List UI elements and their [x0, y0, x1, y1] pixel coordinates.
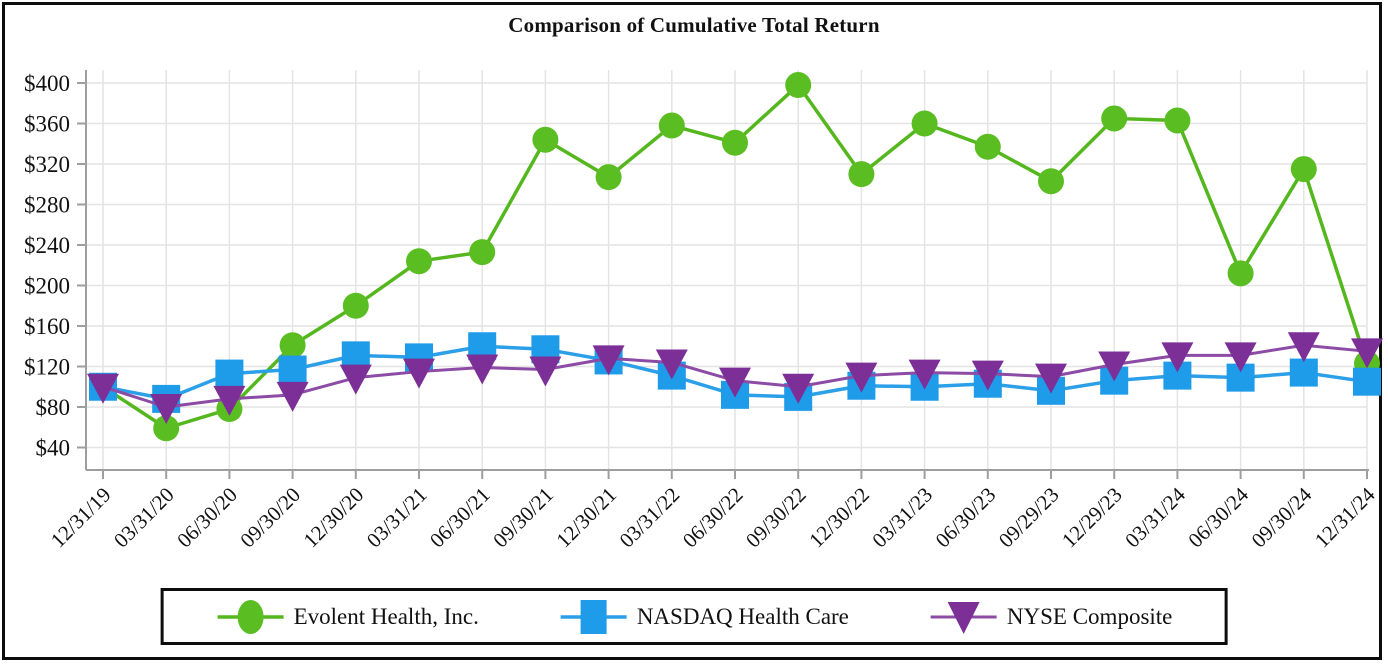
green-circle-marker-icon	[217, 599, 284, 634]
x-tick-label: 03/31/23	[867, 483, 937, 553]
data-point-triangle	[592, 345, 625, 376]
data-point-circle	[279, 332, 306, 359]
data-point-circle	[1101, 105, 1128, 132]
chart-title: Comparison of Cumulative Total Return	[508, 13, 880, 37]
data-point-circle	[1290, 156, 1317, 183]
data-point-circle	[342, 292, 369, 319]
legend-item-nyse-composite: NYSE Composite	[929, 596, 1172, 638]
data-point-triangle	[782, 373, 815, 404]
x-tick-label: 12/30/20	[299, 483, 369, 553]
chart-legend: Evolent Health, Inc. NASDAQ Health Care …	[160, 588, 1228, 645]
y-tick-label: $360	[24, 112, 70, 137]
x-tick-label: 09/30/20	[235, 483, 305, 553]
x-tick-label: 12/30/21	[551, 483, 621, 553]
data-point-triangle	[971, 360, 1004, 391]
data-point-triangle	[1098, 351, 1131, 382]
data-point-triangle	[339, 364, 372, 395]
data-point-square	[1353, 367, 1381, 396]
data-point-circle	[974, 133, 1001, 160]
data-point-circle	[469, 239, 496, 266]
data-point-triangle	[213, 385, 246, 416]
x-tick-label: 06/30/24	[1183, 482, 1253, 552]
data-point-triangle	[1224, 342, 1257, 373]
data-point-circle	[406, 248, 432, 275]
data-point-triangle	[908, 359, 941, 390]
data-point-circle	[1038, 168, 1064, 195]
data-point-triangle	[1161, 342, 1194, 373]
x-tick-label: 06/30/21	[425, 483, 495, 553]
x-tick-label: 06/30/23	[931, 483, 1001, 553]
data-point-circle	[722, 129, 748, 156]
data-point-circle	[1164, 107, 1191, 134]
data-point-triangle	[529, 356, 562, 387]
data-point-circle	[153, 415, 180, 442]
data-point-triangle	[1351, 338, 1383, 369]
x-tick-label: 09/29/23	[994, 483, 1064, 553]
line-chart-canvas: $40 $80 $120 $160 $200 $240 $280 $320 $360 $400 12…	[24, 70, 1383, 553]
x-tick-label: 06/30/22	[678, 483, 748, 553]
y-tick-label: $160	[24, 314, 70, 339]
y-tick-label: $400	[24, 71, 70, 96]
x-tick-label: 12/31/19	[46, 483, 116, 553]
data-point-circle	[1227, 260, 1254, 287]
legend-label-nyse-composite: NYSE Composite	[1006, 603, 1173, 629]
x-tick-label: 12/30/22	[804, 483, 874, 553]
x-tick-label: 03/31/20	[109, 483, 179, 553]
data-point-triangle	[150, 394, 183, 424]
legend-item-evolent: Evolent Health, Inc.	[216, 596, 479, 638]
x-tick-label: 09/30/21	[488, 483, 558, 553]
data-point-triangle	[403, 358, 435, 389]
x-tick-label: 03/31/22	[615, 483, 685, 553]
legend-label-evolent: Evolent Health, Inc.	[293, 603, 479, 629]
y-tick-label: $120	[24, 355, 70, 380]
purple-triangle-marker-icon	[930, 601, 997, 634]
x-tick-label: 12/31/24	[1310, 482, 1380, 552]
data-point-triangle	[1287, 332, 1320, 363]
data-point-triangle	[845, 362, 878, 393]
data-point-triangle	[719, 367, 751, 398]
data-point-circle	[595, 164, 622, 191]
y-tick-label: $200	[24, 274, 70, 299]
x-tick-label: 03/31/21	[362, 483, 432, 553]
x-tick-label: 03/31/24	[1120, 482, 1190, 552]
data-point-circle	[532, 126, 559, 153]
data-point-circle	[848, 161, 875, 188]
data-point-circle	[785, 72, 812, 99]
y-tick-label: $240	[24, 233, 70, 258]
legend-item-nasdaq-health-care: NASDAQ Health Care	[559, 596, 849, 638]
x-tick-label: 09/30/24	[1247, 482, 1317, 552]
data-point-square	[278, 355, 307, 384]
data-point-triangle	[466, 354, 499, 385]
data-point-triangle	[87, 373, 119, 404]
data-point-circle	[658, 112, 685, 139]
y-tick-label: $80	[36, 395, 71, 420]
blue-square-marker-icon	[560, 599, 627, 634]
y-tick-label: $280	[24, 193, 70, 218]
y-tick-label: $40	[36, 436, 71, 461]
data-point-triangle	[655, 349, 688, 380]
data-point-triangle	[1035, 363, 1067, 394]
data-point-square	[215, 359, 244, 388]
data-point-triangle	[276, 381, 309, 412]
x-tick-label: 09/30/22	[741, 483, 811, 553]
x-tick-label: 12/29/23	[1057, 483, 1127, 553]
data-point-circle	[911, 110, 938, 137]
x-tick-label: 06/30/20	[172, 483, 242, 553]
y-tick-label: $320	[24, 152, 70, 177]
legend-label-nasdaq-health-care: NASDAQ Health Care	[636, 603, 849, 629]
data-point-square	[1289, 358, 1318, 387]
